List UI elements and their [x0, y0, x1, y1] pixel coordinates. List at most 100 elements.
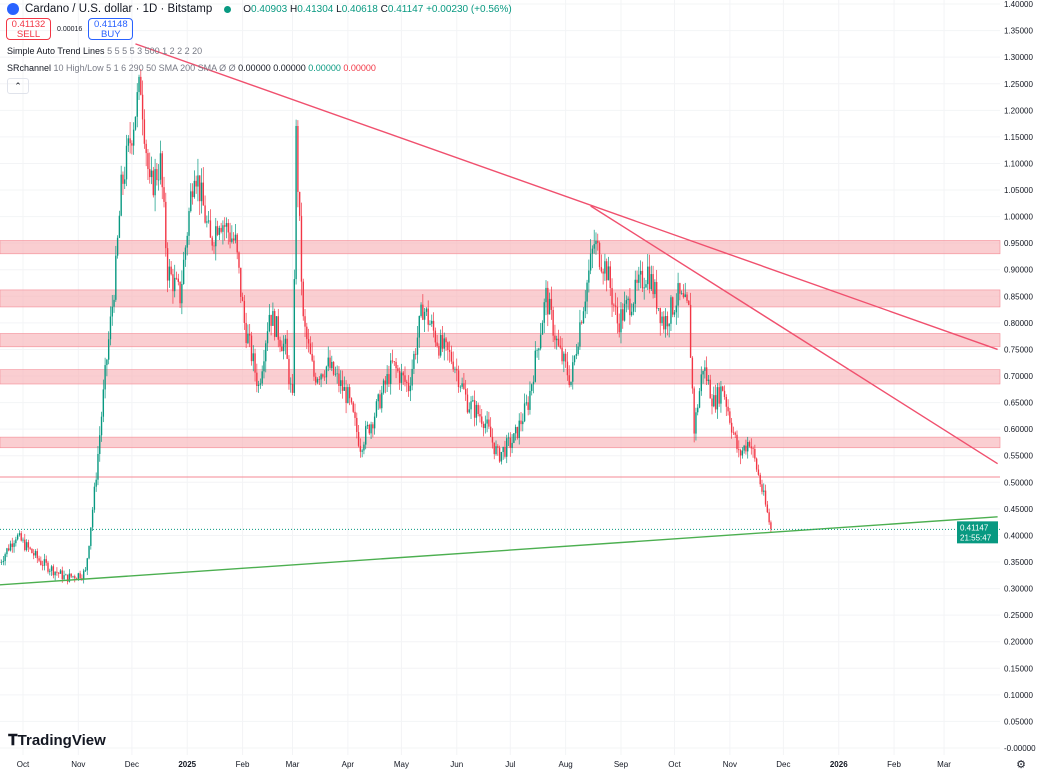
candle-body [200, 182, 203, 202]
candle-body [680, 293, 683, 294]
sell-button[interactable]: 0.41132 SELL [6, 18, 51, 40]
candle-body [648, 266, 651, 290]
y-tick-label: 0.25000 [1004, 611, 1033, 620]
settings-icon[interactable]: ⚙ [1016, 759, 1026, 771]
candle-body [272, 311, 274, 326]
candle-body [297, 125, 299, 192]
candle-body [79, 573, 81, 579]
candle-body [754, 448, 756, 459]
candle-body [218, 227, 221, 235]
candle-body [9, 543, 12, 551]
candle-body [627, 298, 629, 301]
candle-body [132, 129, 135, 146]
candle-body [243, 300, 246, 323]
candle-body [597, 240, 599, 243]
candle-body [131, 143, 133, 146]
candle-body [522, 421, 524, 425]
candle-body [75, 578, 78, 579]
candle-body [141, 94, 144, 120]
candle-body [441, 335, 444, 349]
candle-body [93, 486, 96, 510]
candle-body [56, 571, 58, 573]
candle-body [261, 371, 263, 384]
candle-body [470, 401, 472, 410]
candle-body [647, 266, 649, 285]
candle-body [206, 221, 208, 223]
y-tick-label: -0.00000 [1004, 744, 1036, 753]
y-tick-label: 0.05000 [1004, 717, 1033, 726]
candle-body [300, 215, 303, 282]
candle-body [211, 237, 213, 246]
y-tick-label: 0.15000 [1004, 664, 1033, 673]
symbol-title[interactable]: Cardano / U.S. dollar · 1D · Bitstamp [25, 3, 213, 15]
candle-body [66, 574, 69, 582]
trend-line [135, 43, 998, 351]
y-tick-label: 1.25000 [1004, 80, 1033, 89]
candle-body [550, 298, 553, 310]
candle-body [411, 368, 413, 386]
candle-body [632, 303, 635, 312]
chevron-up-icon[interactable]: ⌃ [7, 78, 29, 94]
candle-body [307, 339, 310, 344]
sr-zone [0, 240, 1001, 255]
candle-body [15, 539, 17, 544]
candle-body [357, 431, 360, 446]
candle-body [375, 401, 378, 417]
trend-line [590, 205, 998, 465]
candle-body [764, 490, 767, 505]
buy-button[interactable]: 0.41148 BUY [88, 18, 134, 40]
candle-body [106, 359, 108, 366]
candle-body [766, 504, 769, 513]
candle-body [61, 570, 63, 580]
candle-body [291, 383, 294, 393]
candle-body [334, 373, 337, 375]
candle-body [250, 335, 253, 362]
candle-body [384, 380, 387, 385]
candle-body [170, 266, 172, 275]
candle-body [516, 426, 519, 439]
candle-body [564, 353, 567, 362]
candle-body [641, 270, 644, 289]
candle-body [707, 379, 710, 381]
countdown-label: 21:55:47 [960, 533, 992, 542]
candle-body [545, 287, 547, 303]
candle-body [630, 311, 633, 316]
candle-body [138, 76, 140, 93]
candle-body [763, 490, 765, 492]
candle-body [538, 348, 540, 351]
y-tick-label: 0.55000 [1004, 452, 1033, 461]
indicator-trend-lines[interactable]: Simple Auto Trend Lines 5 5 5 5 3 500 1 … [7, 46, 203, 56]
candle-body [568, 375, 570, 385]
candle-body [452, 361, 454, 370]
candle-body [436, 342, 438, 346]
candle-body [127, 138, 130, 146]
x-tick-label: Nov [723, 760, 737, 769]
candle-body [598, 242, 601, 268]
candle-body [238, 252, 240, 268]
candle-body [207, 220, 210, 222]
candle-body [454, 368, 456, 370]
candle-body [195, 180, 197, 187]
candle-body [432, 320, 435, 331]
indicator-srchannel[interactable]: SRchannel 10 High/Low 5 1 6 290 50 SMA 2… [7, 63, 376, 73]
candle-body [252, 353, 254, 362]
candle-body [179, 281, 181, 304]
candle-body [700, 374, 702, 392]
candle-body [231, 238, 233, 242]
candle-body [534, 350, 536, 382]
candle-body [691, 357, 694, 389]
candle-body [593, 244, 595, 249]
candle-body [4, 554, 6, 561]
candle-body [29, 547, 31, 549]
candle-body [663, 316, 665, 330]
candle-body [379, 394, 381, 409]
candle-body [54, 571, 56, 576]
sr-zone [0, 289, 1001, 308]
x-tick-label: Dec [776, 760, 790, 769]
candle-body [422, 304, 424, 320]
candle-body [382, 380, 385, 393]
candle-body [650, 274, 653, 290]
candle-body [486, 419, 488, 424]
y-tick-label: 0.10000 [1004, 691, 1033, 700]
